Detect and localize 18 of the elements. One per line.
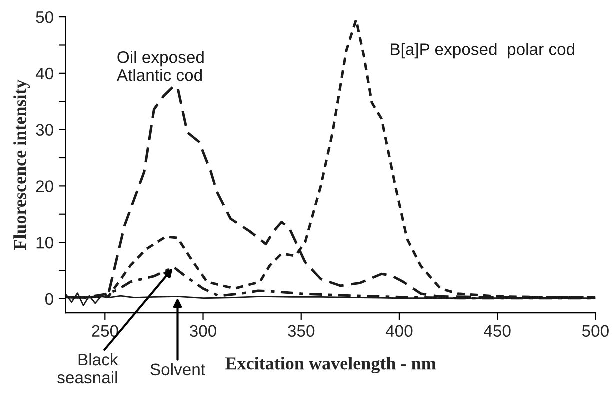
x-axis-title: Excitation wavelength - nm xyxy=(226,357,436,374)
series-label: Oil exposed Atlantic cod xyxy=(116,51,204,82)
y-tick-label: 10 xyxy=(36,236,54,249)
y-tick-label: 50 xyxy=(36,11,54,24)
annotation: Black seasnail xyxy=(58,353,118,384)
y-axis-title: Fluorescence intensity xyxy=(14,80,30,250)
y-tick-label: 20 xyxy=(36,180,54,192)
annotation: Solvent xyxy=(150,363,206,376)
y-tick-label: 30 xyxy=(36,124,54,136)
y-tick-label: 0 xyxy=(45,293,54,306)
x-tick-label: 400 xyxy=(386,325,413,338)
series-label: B[a]P exposed polar cod xyxy=(391,43,575,59)
x-tick-label: 300 xyxy=(190,325,217,338)
x-tick-label: 500 xyxy=(582,325,609,338)
x-tick-label: 450 xyxy=(484,325,511,338)
x-tick-label: 250 xyxy=(92,325,118,338)
x-tick-label: 350 xyxy=(288,325,315,338)
y-tick-label: 40 xyxy=(36,68,54,80)
